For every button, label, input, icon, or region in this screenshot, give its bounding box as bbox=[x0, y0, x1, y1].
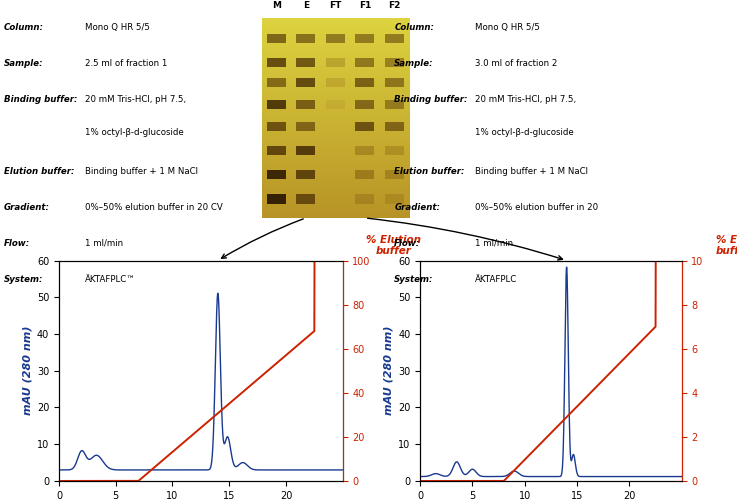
Bar bbox=[385, 34, 404, 43]
Text: F1: F1 bbox=[359, 1, 371, 10]
Text: Elution buffer:: Elution buffer: bbox=[394, 167, 465, 176]
Text: Flow:: Flow: bbox=[394, 239, 421, 248]
Text: Sample:: Sample: bbox=[4, 59, 43, 68]
Bar bbox=[326, 34, 345, 43]
Text: 20 mM Tris-HCl, pH 7.5,: 20 mM Tris-HCl, pH 7.5, bbox=[85, 95, 186, 104]
Bar bbox=[267, 78, 286, 87]
Text: 1 ml/min: 1 ml/min bbox=[85, 239, 123, 248]
Bar bbox=[355, 146, 374, 155]
Bar bbox=[296, 58, 315, 67]
Text: 3.0 ml of fraction 2: 3.0 ml of fraction 2 bbox=[475, 59, 558, 68]
Text: Mono Q HR 5/5: Mono Q HR 5/5 bbox=[475, 23, 540, 32]
Bar bbox=[385, 78, 404, 87]
Bar bbox=[385, 194, 404, 203]
Text: Gradient:: Gradient: bbox=[394, 203, 440, 212]
Bar bbox=[296, 78, 315, 87]
Bar bbox=[355, 34, 374, 43]
Text: 0%–50% elution buffer in 20 CV: 0%–50% elution buffer in 20 CV bbox=[85, 203, 223, 212]
Bar bbox=[355, 78, 374, 87]
Text: 0%–50% elution buffer in 20: 0%–50% elution buffer in 20 bbox=[475, 203, 598, 212]
Text: Sample:: Sample: bbox=[394, 59, 434, 68]
Bar bbox=[355, 122, 374, 131]
Bar bbox=[385, 146, 404, 155]
Bar bbox=[385, 122, 404, 131]
Text: Binding buffer + 1 M NaCl: Binding buffer + 1 M NaCl bbox=[475, 167, 588, 176]
Bar bbox=[267, 100, 286, 109]
Text: % Elution
buffer: % Elution buffer bbox=[366, 234, 422, 256]
Text: 1% octyl-β-d-glucoside: 1% octyl-β-d-glucoside bbox=[475, 128, 574, 137]
Bar bbox=[267, 34, 286, 43]
Text: % Elut
buffer: % Elut buffer bbox=[716, 234, 737, 256]
Text: FT: FT bbox=[329, 1, 341, 10]
Bar bbox=[296, 194, 315, 203]
Bar bbox=[326, 100, 345, 109]
Text: Elution buffer:: Elution buffer: bbox=[4, 167, 74, 176]
Text: 2.5 ml of fraction 1: 2.5 ml of fraction 1 bbox=[85, 59, 167, 68]
Bar bbox=[385, 58, 404, 67]
Text: M: M bbox=[272, 1, 281, 10]
Text: Mono Q HR 5/5: Mono Q HR 5/5 bbox=[85, 23, 150, 32]
Text: Column:: Column: bbox=[4, 23, 43, 32]
Bar bbox=[296, 170, 315, 179]
Bar bbox=[296, 100, 315, 109]
Bar bbox=[385, 100, 404, 109]
Text: F2: F2 bbox=[388, 1, 400, 10]
Bar bbox=[355, 100, 374, 109]
Bar bbox=[296, 34, 315, 43]
Bar bbox=[385, 170, 404, 179]
Y-axis label: mAU (280 nm): mAU (280 nm) bbox=[384, 326, 394, 415]
Text: ÄKTAFPLC™: ÄKTAFPLC™ bbox=[85, 275, 136, 284]
Bar bbox=[267, 194, 286, 203]
Text: Column:: Column: bbox=[394, 23, 434, 32]
Y-axis label: mAU (280 nm): mAU (280 nm) bbox=[23, 326, 32, 415]
Text: 1 ml/min: 1 ml/min bbox=[475, 239, 514, 248]
Text: Binding buffer:: Binding buffer: bbox=[4, 95, 77, 104]
Text: System:: System: bbox=[394, 275, 434, 284]
Text: ÄKTAFPLC: ÄKTAFPLC bbox=[475, 275, 517, 284]
Bar bbox=[355, 58, 374, 67]
Bar bbox=[296, 146, 315, 155]
Text: Binding buffer:: Binding buffer: bbox=[394, 95, 468, 104]
Text: System:: System: bbox=[4, 275, 43, 284]
Bar bbox=[326, 78, 345, 87]
Text: Gradient:: Gradient: bbox=[4, 203, 49, 212]
Bar bbox=[267, 58, 286, 67]
Bar bbox=[296, 122, 315, 131]
Bar bbox=[267, 146, 286, 155]
Text: 1% octyl-β-d-glucoside: 1% octyl-β-d-glucoside bbox=[85, 128, 184, 137]
Text: Binding buffer + 1 M NaCl: Binding buffer + 1 M NaCl bbox=[85, 167, 198, 176]
Bar bbox=[355, 194, 374, 203]
Text: 20 mM Tris-HCl, pH 7.5,: 20 mM Tris-HCl, pH 7.5, bbox=[475, 95, 576, 104]
Bar bbox=[267, 170, 286, 179]
Text: E: E bbox=[303, 1, 309, 10]
Bar bbox=[355, 170, 374, 179]
Bar bbox=[267, 122, 286, 131]
Text: Flow:: Flow: bbox=[4, 239, 30, 248]
Bar bbox=[326, 58, 345, 67]
